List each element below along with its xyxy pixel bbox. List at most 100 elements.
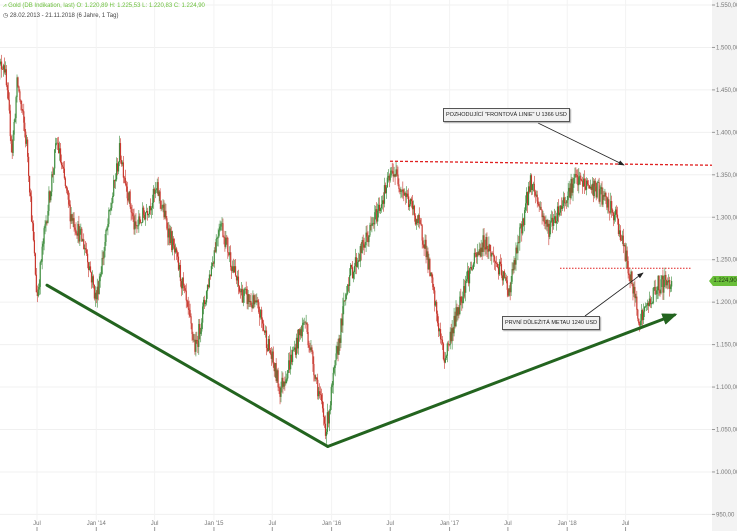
candle-down xyxy=(185,290,187,301)
candle-down xyxy=(540,206,542,211)
candle-up xyxy=(510,281,512,293)
candle-down xyxy=(10,136,12,144)
candle-down xyxy=(6,85,8,91)
candle-down xyxy=(294,347,297,355)
candle-down xyxy=(304,322,306,324)
candle-up xyxy=(383,185,386,204)
candle-down xyxy=(474,252,476,254)
candle-up xyxy=(80,228,82,230)
candle-down xyxy=(73,218,75,228)
candle-up xyxy=(150,207,153,211)
candle-down xyxy=(418,215,420,221)
candle-up xyxy=(14,118,16,123)
candle-down xyxy=(341,318,343,326)
candle-up xyxy=(118,143,121,163)
candle-up xyxy=(643,306,646,312)
candle-up xyxy=(193,339,195,341)
candle-up xyxy=(47,210,49,223)
candle-down xyxy=(144,214,146,220)
candle-up xyxy=(428,258,430,270)
candle-up xyxy=(91,276,94,283)
candle-down xyxy=(143,207,145,215)
candle-down xyxy=(179,265,182,282)
candle-up xyxy=(562,197,564,207)
candle-down xyxy=(321,401,324,409)
x-tick-label: Jul xyxy=(386,521,394,527)
candle-down xyxy=(528,186,531,192)
candle-up xyxy=(579,175,581,177)
candle-up xyxy=(364,245,366,248)
candle-up xyxy=(525,203,527,211)
candle-down xyxy=(391,170,393,172)
candle-up xyxy=(357,260,359,262)
candle-down xyxy=(479,249,481,257)
candle-down xyxy=(575,174,577,176)
candle-down xyxy=(638,318,640,324)
candle-down xyxy=(634,286,636,299)
candle-down xyxy=(71,214,73,221)
candle-down xyxy=(662,275,664,293)
candle-down xyxy=(443,359,446,363)
candle-down xyxy=(87,262,90,270)
candle-up xyxy=(334,360,336,368)
candle-down xyxy=(262,323,265,331)
candle-up xyxy=(610,201,612,213)
candle-up xyxy=(400,190,402,192)
candle-down xyxy=(266,348,269,351)
candle-down xyxy=(437,313,439,324)
candle-down xyxy=(246,289,248,305)
candle-down xyxy=(123,177,125,179)
candle-up xyxy=(395,169,397,177)
candle-down xyxy=(180,281,182,289)
candle-up xyxy=(561,206,563,209)
candle-down xyxy=(189,309,191,317)
candle-down xyxy=(245,288,247,290)
candle-up xyxy=(401,189,403,191)
candle-down xyxy=(119,143,122,160)
candle-down xyxy=(438,323,440,332)
candle-up xyxy=(168,228,170,238)
current-price-tag: 1.224,90 xyxy=(709,276,737,286)
clock-icon[interactable]: ◷ xyxy=(3,13,9,19)
candle-up xyxy=(291,350,294,363)
candle-up xyxy=(451,328,453,342)
candle-down xyxy=(129,191,131,207)
candle-down xyxy=(124,177,126,184)
candle-up xyxy=(597,182,599,183)
candle-down xyxy=(521,223,523,234)
candle-up xyxy=(529,175,532,192)
candle-down xyxy=(388,175,390,181)
candle-down xyxy=(300,329,302,337)
candle-up xyxy=(473,252,475,264)
candle-up xyxy=(467,270,469,280)
candle-down xyxy=(448,344,450,346)
annotation-resistance[interactable]: POZHODUJÍCÍ "FRONTOVÁ LINIE" U 1366 USD xyxy=(443,108,570,122)
candle-up xyxy=(346,293,348,295)
candle-down xyxy=(323,417,326,424)
annotation-target[interactable]: PRVNÍ DŮLEŽITÁ METAU 1240 USD xyxy=(502,316,601,330)
candle-up xyxy=(236,276,239,281)
candle-up xyxy=(218,230,220,236)
candle-down xyxy=(25,131,27,144)
candle-up xyxy=(424,239,426,249)
candle-up xyxy=(88,266,91,270)
candle-down xyxy=(581,180,583,181)
candle-up xyxy=(16,77,18,98)
candle-up xyxy=(267,339,270,351)
candle-down xyxy=(36,292,38,297)
candle-down xyxy=(66,188,68,191)
candle-up xyxy=(390,170,392,176)
y-tick-label: 1.100,00 xyxy=(716,385,737,391)
candle-down xyxy=(565,202,567,204)
candle-up xyxy=(589,186,592,189)
candle-down xyxy=(339,338,341,343)
candle-up xyxy=(345,294,347,301)
candle-down xyxy=(278,387,280,388)
candle-down xyxy=(57,143,60,154)
candle-up xyxy=(285,379,287,384)
candle-down xyxy=(19,91,21,101)
candle-down xyxy=(307,332,309,346)
candle-up xyxy=(4,69,7,73)
candle-up xyxy=(213,250,215,264)
candle-down xyxy=(392,171,394,177)
